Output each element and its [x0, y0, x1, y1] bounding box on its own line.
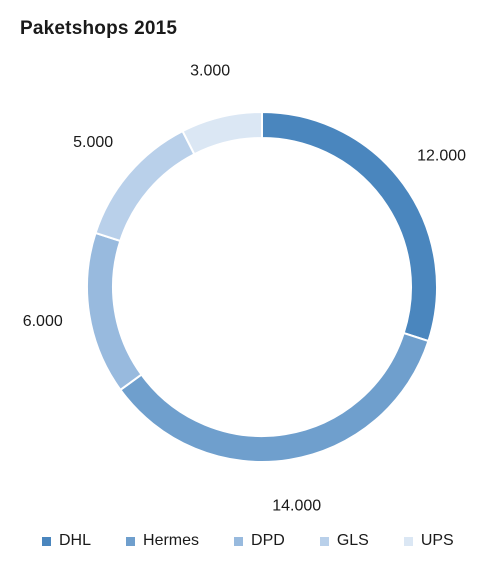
data-label-hermes: 14.000: [272, 497, 321, 514]
data-label-gls: 5.000: [73, 134, 113, 151]
data-label-dpd: 6.000: [23, 313, 63, 330]
slice-dhl: [261, 110, 438, 343]
legend-swatch: [319, 536, 329, 546]
slice-ups: [181, 110, 263, 156]
legend-item-hermes: Hermes: [126, 532, 199, 550]
legend-item-dpd: DPD: [234, 532, 285, 550]
legend-swatch: [234, 536, 244, 546]
legend-item-dhl: DHL: [42, 532, 91, 550]
slice-hermes: [119, 331, 430, 463]
data-label-ups: 3.000: [190, 62, 230, 79]
legend-item-gls: GLS: [319, 532, 369, 550]
legend-label: DPD: [251, 532, 285, 549]
data-label-dhl: 12.000: [417, 148, 466, 165]
legend: DHL Hermes DPD GLS UPS: [42, 532, 454, 550]
legend-swatch: [42, 536, 51, 546]
legend-item-ups: UPS: [403, 532, 454, 550]
slice-dpd: [86, 231, 143, 392]
chart-title: Paketshops 2015: [20, 18, 178, 39]
legend-label: Hermes: [143, 532, 200, 549]
legend-swatch: [403, 536, 413, 546]
legend-swatch: [126, 536, 136, 546]
slices-group: [86, 110, 438, 463]
legend-label: GLS: [336, 532, 369, 549]
legend-label: UPS: [420, 532, 454, 549]
value-labels-group: 12.000 14.000 6.000 5.000 3.000: [23, 62, 466, 514]
legend-label: DHL: [59, 532, 92, 549]
